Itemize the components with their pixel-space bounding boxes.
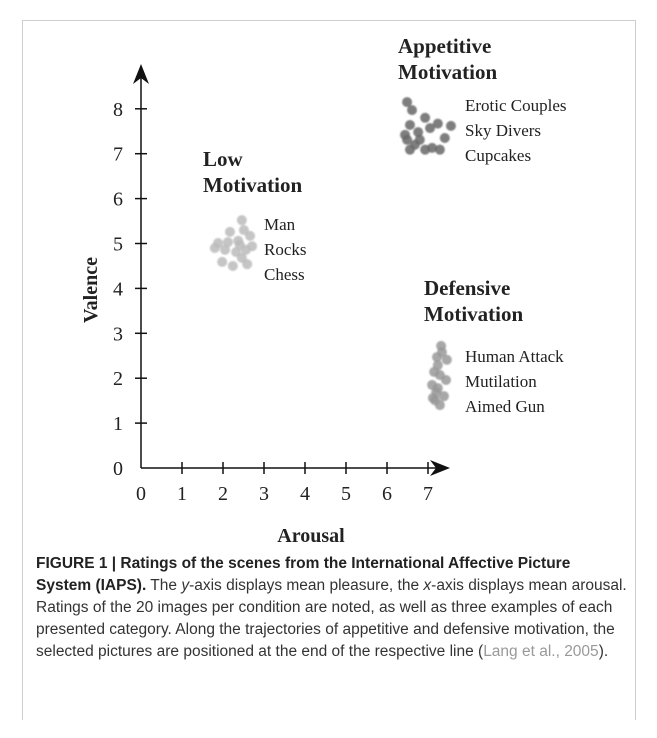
y-tick-label: 7 <box>113 144 123 166</box>
x-tick-label: 4 <box>300 483 310 505</box>
example-label: Sky Divers <box>465 121 542 140</box>
caption: FIGURE 1 | Ratings of the scenes from th… <box>36 553 628 663</box>
point <box>414 134 425 145</box>
point <box>441 354 452 365</box>
y-tick-label: 4 <box>113 278 123 300</box>
point <box>227 260 238 271</box>
point <box>217 256 228 267</box>
group-label: Appetitive Motivation <box>398 34 498 84</box>
point <box>427 142 438 153</box>
y-tick-label: 8 <box>113 99 123 121</box>
point <box>220 244 231 255</box>
y-tick-label: 3 <box>113 323 123 345</box>
x-tick-label: 6 <box>382 483 392 505</box>
point <box>404 144 415 155</box>
x-tick-label: 3 <box>259 483 269 505</box>
caption-text: y <box>181 577 190 594</box>
point <box>413 127 424 138</box>
point-group <box>400 97 456 155</box>
group-label: Defensive Motivation <box>424 276 524 326</box>
y-axis-label: Valence <box>80 257 102 323</box>
point <box>222 237 233 248</box>
point <box>438 391 449 402</box>
x-tick-label: 0 <box>136 483 146 505</box>
group-label: Low Motivation <box>203 147 303 197</box>
point <box>233 235 244 246</box>
point <box>242 259 253 270</box>
x-axis-arrow <box>430 460 450 476</box>
point <box>209 242 220 253</box>
example-label: Aimed Gun <box>465 397 545 416</box>
example-label: Man <box>264 215 296 234</box>
figure-frame <box>22 20 636 720</box>
chart: Arousal Valence 0 1 2 3 4 5 6 7 0 1 2 3 4 5 6 7 8 <box>80 64 456 547</box>
example-label: Human Attack <box>465 347 564 366</box>
point <box>445 120 456 131</box>
example-label: Chess <box>264 265 305 284</box>
y-tick-label: 6 <box>113 189 123 211</box>
x-axis-label: Arousal <box>277 525 345 547</box>
point <box>236 215 247 226</box>
point <box>434 144 445 155</box>
x-tick-label: 5 <box>341 483 351 505</box>
citation: Lang et al., 2005 <box>483 643 599 660</box>
point-group <box>427 340 452 411</box>
point <box>425 123 436 134</box>
point <box>434 400 445 411</box>
x-tick-label: 1 <box>177 483 187 505</box>
caption-text: x <box>423 577 432 594</box>
point <box>420 112 431 123</box>
y-tick-label: 2 <box>113 368 123 390</box>
caption-text: ). <box>598 643 609 660</box>
x-tick-label: 7 <box>423 483 433 505</box>
y-tick-label: 1 <box>113 413 123 435</box>
point <box>432 360 443 371</box>
example-label: Cupcakes <box>465 146 532 165</box>
example-label: Erotic Couples <box>465 96 567 115</box>
point <box>402 97 413 108</box>
example-list: Erotic Couples Sky Divers Cupcakes <box>465 93 567 168</box>
caption-text: The <box>146 577 182 594</box>
caption-title: FIGURE 1 | Ratings of the scenes from th… <box>36 555 571 594</box>
y-tick-label: 5 <box>113 234 123 256</box>
point <box>432 118 443 129</box>
y-axis-arrow <box>133 64 149 84</box>
example-list: Man Rocks Chess <box>264 212 307 287</box>
point <box>441 374 452 385</box>
point <box>439 132 450 143</box>
point <box>400 129 411 140</box>
point <box>431 387 442 398</box>
example-label: Rocks <box>264 240 307 259</box>
example-list: Human Attack Mutilation Aimed Gun <box>465 344 564 419</box>
point <box>240 244 251 255</box>
caption-text: -axis displays mean pleasure, the <box>189 577 424 594</box>
caption-text: -axis displays mean arousal. Ratings of … <box>36 577 627 660</box>
example-label: Mutilation <box>465 372 537 391</box>
point <box>224 226 235 237</box>
y-tick-label: 0 <box>113 458 123 480</box>
x-tick-label: 2 <box>218 483 228 505</box>
point <box>404 119 415 130</box>
point <box>245 230 256 241</box>
point <box>436 347 447 358</box>
point <box>407 105 418 116</box>
point-group <box>209 215 258 271</box>
